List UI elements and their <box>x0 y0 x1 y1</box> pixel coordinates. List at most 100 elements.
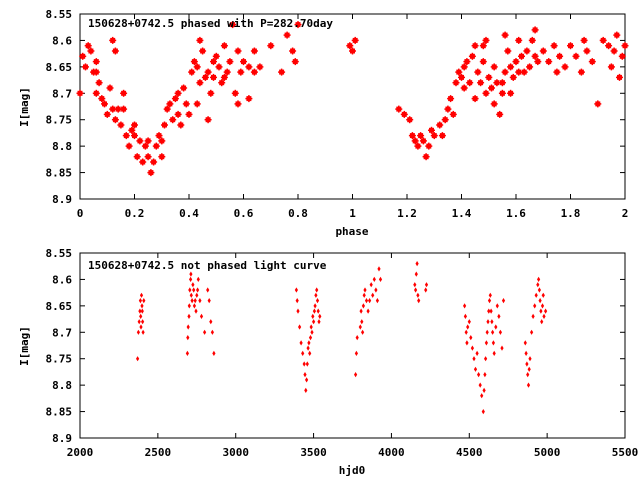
data-point <box>480 393 484 399</box>
data-point <box>299 340 303 346</box>
unphased-light-curve-chart: 2000 2500 3000 3500 4000 4500 5000 5500 8.55 8.6 8… <box>18 247 638 477</box>
data-point <box>296 308 300 314</box>
data-point <box>358 324 362 330</box>
data-point <box>441 116 449 124</box>
x-tick-label: 0.6 <box>234 207 254 220</box>
data-point <box>416 292 420 298</box>
data-point <box>98 95 106 103</box>
y-tick-label: 8.65 <box>46 300 73 313</box>
data-point <box>237 68 245 76</box>
data-point <box>490 100 498 108</box>
data-point <box>291 58 299 66</box>
data-point <box>369 282 373 288</box>
data-point <box>312 308 316 314</box>
data-point <box>355 335 359 341</box>
data-point <box>361 303 365 309</box>
data-point <box>534 58 542 66</box>
data-point <box>187 303 191 309</box>
data-point <box>207 89 215 97</box>
data-point <box>467 319 471 325</box>
data-point <box>414 271 418 277</box>
data-point <box>428 126 435 134</box>
data-point <box>305 361 309 367</box>
data-point <box>378 276 383 282</box>
data-point <box>413 282 417 288</box>
data-point <box>515 36 523 44</box>
y-tick-label: 8.55 <box>46 247 73 260</box>
data-point <box>196 79 204 87</box>
data-point <box>212 52 220 60</box>
data-point <box>425 142 433 150</box>
x-tick-label: 4500 <box>456 446 483 459</box>
data-point <box>411 137 419 145</box>
data-point <box>616 73 623 81</box>
data-point <box>496 110 504 118</box>
data-point <box>444 105 452 113</box>
y-tick-label: 8.85 <box>46 406 73 419</box>
data-point <box>580 36 588 44</box>
data-point <box>87 47 95 55</box>
data-point <box>131 132 138 140</box>
data-point <box>489 308 493 314</box>
data-point <box>524 350 528 356</box>
data-point <box>472 356 476 362</box>
data-point <box>174 110 182 118</box>
data-point <box>250 68 258 76</box>
data-point <box>215 63 223 71</box>
data-point <box>539 47 547 55</box>
y-tick-label: 8.9 <box>52 432 72 445</box>
data-point <box>144 137 152 145</box>
data-point <box>470 345 474 351</box>
data-point <box>169 116 177 124</box>
data-point <box>186 324 190 330</box>
data-point <box>485 73 493 81</box>
data-point <box>422 153 430 161</box>
data-point <box>283 31 291 39</box>
data-point <box>141 142 149 150</box>
data-point <box>207 298 211 304</box>
data-point <box>308 335 313 341</box>
data-point <box>223 68 231 76</box>
data-point <box>182 100 190 108</box>
data-point <box>482 36 490 44</box>
data-point <box>533 303 537 309</box>
data-point <box>137 319 141 325</box>
data-point <box>498 329 502 335</box>
data-point <box>158 153 166 161</box>
data-point <box>346 42 354 50</box>
data-point <box>504 47 512 55</box>
y-tick-label: 8.65 <box>46 61 73 74</box>
data-point <box>417 298 421 304</box>
x-tick-label: 2500 <box>145 446 172 459</box>
data-point <box>531 313 535 319</box>
data-point <box>479 42 487 50</box>
data-point <box>301 350 305 356</box>
data-point <box>488 84 495 92</box>
data-point <box>531 52 539 60</box>
data-point <box>463 58 471 66</box>
y-tick-label: 8.75 <box>46 353 73 366</box>
data-point <box>360 319 364 325</box>
data-point <box>424 287 428 293</box>
data-point <box>490 63 498 71</box>
data-point <box>220 42 228 50</box>
data-point <box>267 42 275 50</box>
data-point <box>139 313 143 319</box>
y-tick-label: 8.7 <box>52 87 72 100</box>
data-point <box>229 21 237 29</box>
x-tick-label: 1.2 <box>397 207 417 220</box>
plot-frame <box>79 252 626 439</box>
data-point <box>354 372 358 378</box>
data-point <box>436 121 444 129</box>
data-point <box>497 313 501 319</box>
data-point <box>486 319 490 325</box>
data-point <box>245 95 253 103</box>
data-point <box>481 409 485 415</box>
data-point <box>306 345 310 351</box>
data-point <box>537 276 541 282</box>
y-tick-label: 8.55 <box>46 8 73 21</box>
data-point <box>302 361 306 367</box>
data-point <box>490 319 494 325</box>
data-point <box>188 287 192 293</box>
data-point <box>195 292 199 298</box>
